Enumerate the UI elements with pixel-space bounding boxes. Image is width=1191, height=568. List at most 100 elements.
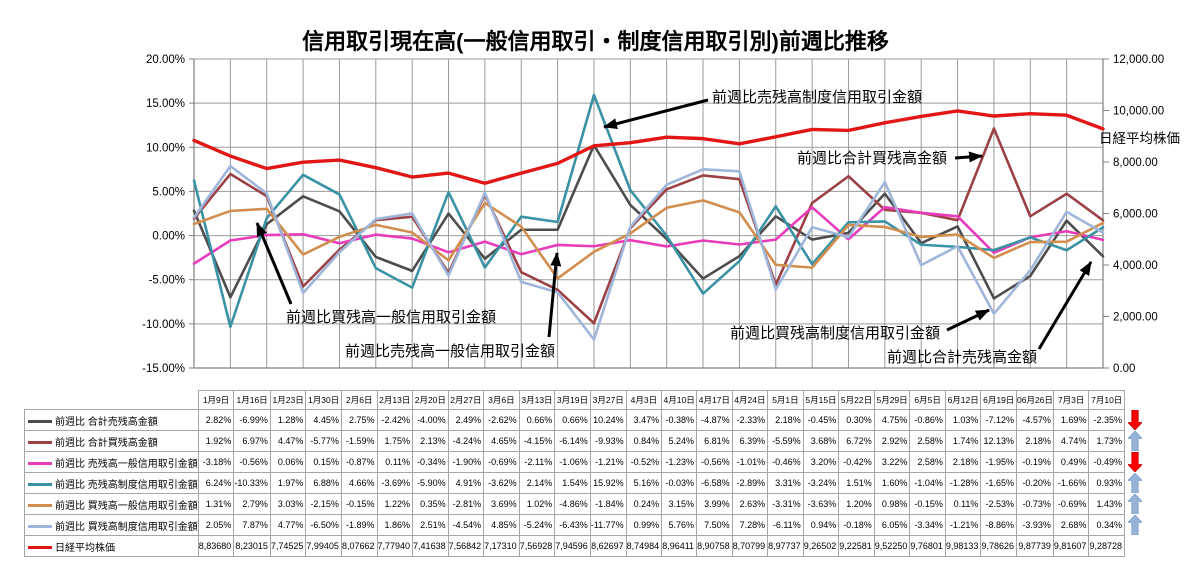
trend-up-arrow-icon — [1128, 494, 1142, 514]
date-header-cell: 06月26日 — [1015, 390, 1054, 410]
date-header-cell: 5月22日 — [838, 390, 875, 410]
date-header-cell: 7月10日 — [1088, 390, 1125, 410]
date-header-cell: 5月1日 — [767, 390, 804, 410]
value-cell: 0.35% — [412, 493, 449, 515]
date-header-cell: 3月19日 — [554, 390, 591, 410]
value-cell: 7.28% — [731, 514, 769, 536]
value-cell: 0.34% — [1088, 514, 1125, 536]
series-legend-cell: 前週比 買残高制度信用取引金額 — [24, 514, 199, 536]
value-cell: -0.87% — [340, 451, 378, 473]
value-cell: 9,76801 — [909, 535, 946, 557]
series-color-line — [28, 420, 52, 424]
value-cell: -1.90% — [447, 451, 485, 473]
value-cell: 1.54% — [554, 472, 591, 494]
right-axis-title: 日経平均株価 — [1099, 131, 1180, 146]
value-cell: -3.69% — [376, 472, 414, 494]
value-cell: -9.93% — [589, 430, 627, 452]
annotation-arrow — [946, 308, 990, 332]
value-cell: -1.95% — [980, 451, 1017, 473]
trend-arrow-cell — [1125, 473, 1147, 494]
value-cell: 8,70799 — [731, 535, 769, 557]
right-axis-tick-label: 4,000.00 — [1113, 260, 1158, 272]
value-cell: 1.97% — [269, 472, 307, 494]
value-cell: 0.98% — [873, 493, 911, 515]
value-cell: -11.77% — [589, 514, 627, 536]
value-cell: 9,52250 — [873, 535, 911, 557]
value-cell: 3.03% — [269, 493, 307, 515]
value-cell: -0.34% — [412, 451, 449, 473]
value-cell: -0.03% — [661, 472, 698, 494]
data-table: 1月9日 1月16日 1月23日 1月30日 2月6日 2月13日 2月20日 2月27日 3月… — [24, 390, 1147, 557]
value-cell: 15.92% — [589, 472, 627, 494]
value-cell: 2.18% — [1015, 430, 1054, 452]
annotation-label: 前週比合計買残高金額 — [797, 150, 947, 167]
trend-up-arrow-icon — [1128, 473, 1142, 493]
value-cell: -3.62% — [483, 472, 520, 494]
value-cell: -0.49% — [1088, 451, 1125, 473]
value-cell: -0.20% — [1015, 472, 1054, 494]
value-cell: -2.15% — [305, 493, 342, 515]
value-cell: -1.21% — [589, 451, 627, 473]
value-cell: 10.24% — [589, 409, 627, 431]
value-cell: 4.91% — [447, 472, 485, 494]
value-cell: -3.24% — [802, 472, 840, 494]
value-cell: 0.99% — [625, 514, 663, 536]
value-cell: 4.75% — [873, 409, 911, 431]
value-cell: -0.42% — [838, 451, 875, 473]
value-cell: 2.58% — [909, 451, 946, 473]
table-row: 前週比 買残高制度信用取引金額 2.05% 7.87% 4.77% -6.50% -1.8… — [24, 514, 1147, 536]
value-cell: -2.53% — [980, 493, 1017, 515]
value-cell: -1.66% — [1052, 472, 1090, 494]
value-cell: 3.47% — [625, 409, 663, 431]
date-header-cell: 3月27日 — [589, 390, 627, 410]
series-line-日経平均株価 — [192, 109, 1105, 185]
value-cell: 9,26502 — [802, 535, 840, 557]
value-cell: 6.97% — [233, 430, 271, 452]
value-cell: 1.22% — [376, 493, 414, 515]
value-cell: 6.24% — [197, 472, 235, 494]
value-cell: 2.75% — [340, 409, 378, 431]
value-cell: -4.54% — [447, 514, 485, 536]
value-cell: -1.23% — [661, 451, 698, 473]
value-cell: 2.82% — [197, 409, 235, 431]
right-axis-tick-label: 0.00 — [1113, 363, 1135, 375]
value-cell: 1.86% — [376, 514, 414, 536]
series-legend-cell: 前週比 合計買残高金額 — [24, 430, 199, 452]
value-cell: -2.81% — [447, 493, 485, 515]
value-cell: 2.18% — [944, 451, 982, 473]
value-cell: -1.01% — [731, 451, 769, 473]
left-axis-tick-label: 20.00% — [146, 54, 185, 66]
date-header-cell: 6月5日 — [909, 390, 946, 410]
value-cell: -5.77% — [305, 430, 342, 452]
value-cell: 1.92% — [197, 430, 235, 452]
annotation-arrow — [547, 252, 562, 338]
annotations: 前週比売残高制度信用取引金額前週比合計買残高金額前週比買残高一般信用取引金額前週… — [255, 89, 1093, 366]
value-cell: 9,81607 — [1052, 535, 1090, 557]
value-cell: -3.18% — [197, 451, 235, 473]
value-cell: 3.68% — [802, 430, 840, 452]
value-cell: 3.31% — [767, 472, 804, 494]
value-cell: 1.75% — [376, 430, 414, 452]
value-cell: 1.73% — [1088, 430, 1125, 452]
value-cell: -1.04% — [909, 472, 946, 494]
value-cell: 2.58% — [909, 430, 946, 452]
annotation-label: 前週比買残高一般信用取引金額 — [286, 309, 496, 326]
value-cell: -5.90% — [412, 472, 449, 494]
value-cell: 7,94596 — [554, 535, 591, 557]
value-cell: -0.52% — [625, 451, 663, 473]
right-axis-tick-label: 2,000.00 — [1113, 312, 1158, 324]
value-cell: 1.69% — [1052, 409, 1090, 431]
date-header-cell: 1月30日 — [305, 390, 342, 410]
annotation-label: 前週比買残高制度信用取引金額 — [730, 325, 940, 342]
value-cell: -0.46% — [767, 451, 804, 473]
value-cell: 8,90758 — [696, 535, 733, 557]
value-cell: -1.06% — [554, 451, 591, 473]
value-cell: -6.50% — [305, 514, 342, 536]
date-header-cell: 7月3日 — [1052, 390, 1090, 410]
annotation-label: 前週比売残高一般信用取引金額 — [345, 343, 555, 360]
value-cell: -1.28% — [944, 472, 982, 494]
value-cell: -6.14% — [554, 430, 591, 452]
value-cell: 6.72% — [838, 430, 875, 452]
series-label: 前週比 売残高制度信用取引金額 — [55, 479, 198, 491]
